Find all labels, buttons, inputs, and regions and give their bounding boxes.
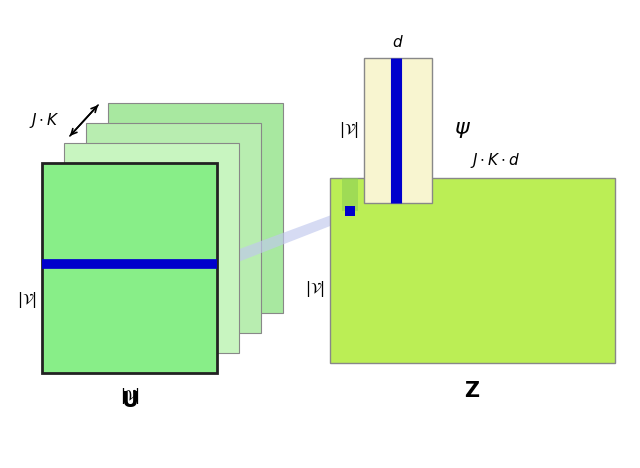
Text: $|\mathcal{V}|$: $|\mathcal{V}|$ — [305, 279, 325, 299]
Text: $J \cdot K \cdot d$: $J \cdot K \cdot d$ — [470, 151, 520, 170]
Bar — [64, 143, 239, 353]
Text: $\mathbf{Z}$: $\mathbf{Z}$ — [465, 381, 481, 401]
Text: $|\mathcal{V}|$: $|\mathcal{V}|$ — [339, 120, 359, 140]
Bar — [330, 178, 615, 363]
Text: $J \cdot K$: $J \cdot K$ — [29, 110, 60, 130]
Text: $|\mathcal{V}|$: $|\mathcal{V}|$ — [120, 386, 140, 406]
Bar — [108, 103, 283, 313]
Bar — [345, 206, 355, 216]
Text: $\mathbf{U}$: $\mathbf{U}$ — [121, 391, 138, 411]
Polygon shape — [345, 203, 403, 206]
Text: $|\mathcal{V}|$: $|\mathcal{V}|$ — [17, 290, 37, 309]
Text: $d$: $d$ — [392, 34, 404, 50]
Bar — [42, 163, 217, 373]
Polygon shape — [217, 206, 355, 271]
Bar — [86, 123, 261, 333]
Bar — [364, 58, 432, 203]
Bar — [342, 178, 358, 211]
Text: $\psi$: $\psi$ — [454, 120, 471, 140]
